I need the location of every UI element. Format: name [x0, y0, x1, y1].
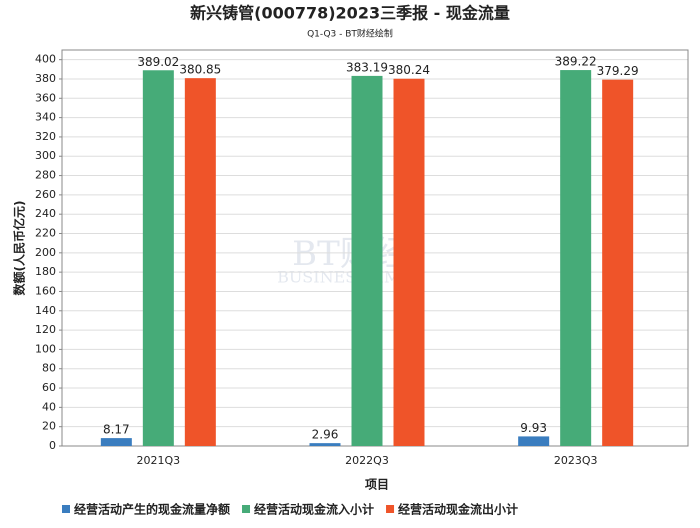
bar: [184, 78, 216, 446]
chart-subtitle: Q1-Q3 - BT财经绘制: [307, 28, 393, 40]
y-tick-label: 300: [35, 149, 56, 162]
y-tick-label: 260: [35, 188, 56, 201]
data-label: 389.02: [137, 55, 179, 69]
legend-label: 经营活动产生的现金流量净额: [74, 502, 230, 517]
y-tick-label: 280: [35, 169, 56, 182]
y-tick-label: 100: [35, 342, 56, 355]
bar: [142, 70, 174, 446]
y-tick-label: 160: [35, 284, 56, 297]
bar: [100, 438, 132, 446]
y-axis-label: 数额(人民币亿元): [12, 201, 27, 296]
y-tick-label: 320: [35, 130, 56, 143]
y-tick-label: 40: [42, 400, 56, 413]
chart-title: 新兴铸管(000778)2023三季报 - 现金流量: [190, 4, 510, 23]
legend-label: 经营活动现金流出小计: [398, 502, 518, 517]
y-tick-label: 220: [35, 227, 56, 240]
y-tick-label: 360: [35, 91, 56, 104]
data-label: 9.93: [520, 421, 547, 435]
data-label: 380.24: [388, 63, 430, 77]
x-axis-label: 项目: [365, 478, 389, 492]
bar: [518, 436, 550, 446]
y-tick-label: 60: [42, 381, 56, 394]
legend-label: 经营活动现金流入小计: [254, 502, 374, 517]
y-tick-label: 340: [35, 111, 56, 124]
y-tick-label: 140: [35, 304, 56, 317]
x-tick-label: 2021Q3: [137, 454, 181, 467]
bar: [602, 79, 634, 446]
data-label: 380.85: [179, 63, 221, 77]
data-label: 8.17: [103, 423, 130, 437]
watermark: BT财经: [292, 234, 408, 274]
data-label: 2.96: [312, 428, 339, 442]
y-tick-label: 400: [35, 53, 56, 66]
y-tick-label: 120: [35, 323, 56, 336]
y-tick-label: 80: [42, 362, 56, 375]
legend-swatch: [242, 505, 251, 513]
data-label: 383.19: [346, 60, 388, 74]
legend-swatch: [386, 505, 395, 513]
y-tick-label: 380: [35, 72, 56, 85]
y-tick-label: 200: [35, 246, 56, 259]
y-tick-label: 0: [49, 439, 56, 452]
y-tick-label: 20: [42, 420, 56, 433]
legend-swatch: [62, 505, 70, 513]
y-tick-label: 180: [35, 265, 56, 278]
x-tick-label: 2023Q3: [554, 454, 598, 467]
y-tick-label: 240: [35, 207, 56, 220]
bar: [560, 70, 592, 447]
x-tick-label: 2022Q3: [345, 454, 389, 467]
bar: [351, 75, 383, 447]
bar: [309, 443, 341, 446]
bar: [393, 78, 425, 446]
data-label: 379.29: [597, 64, 639, 78]
data-label: 389.22: [555, 55, 597, 69]
